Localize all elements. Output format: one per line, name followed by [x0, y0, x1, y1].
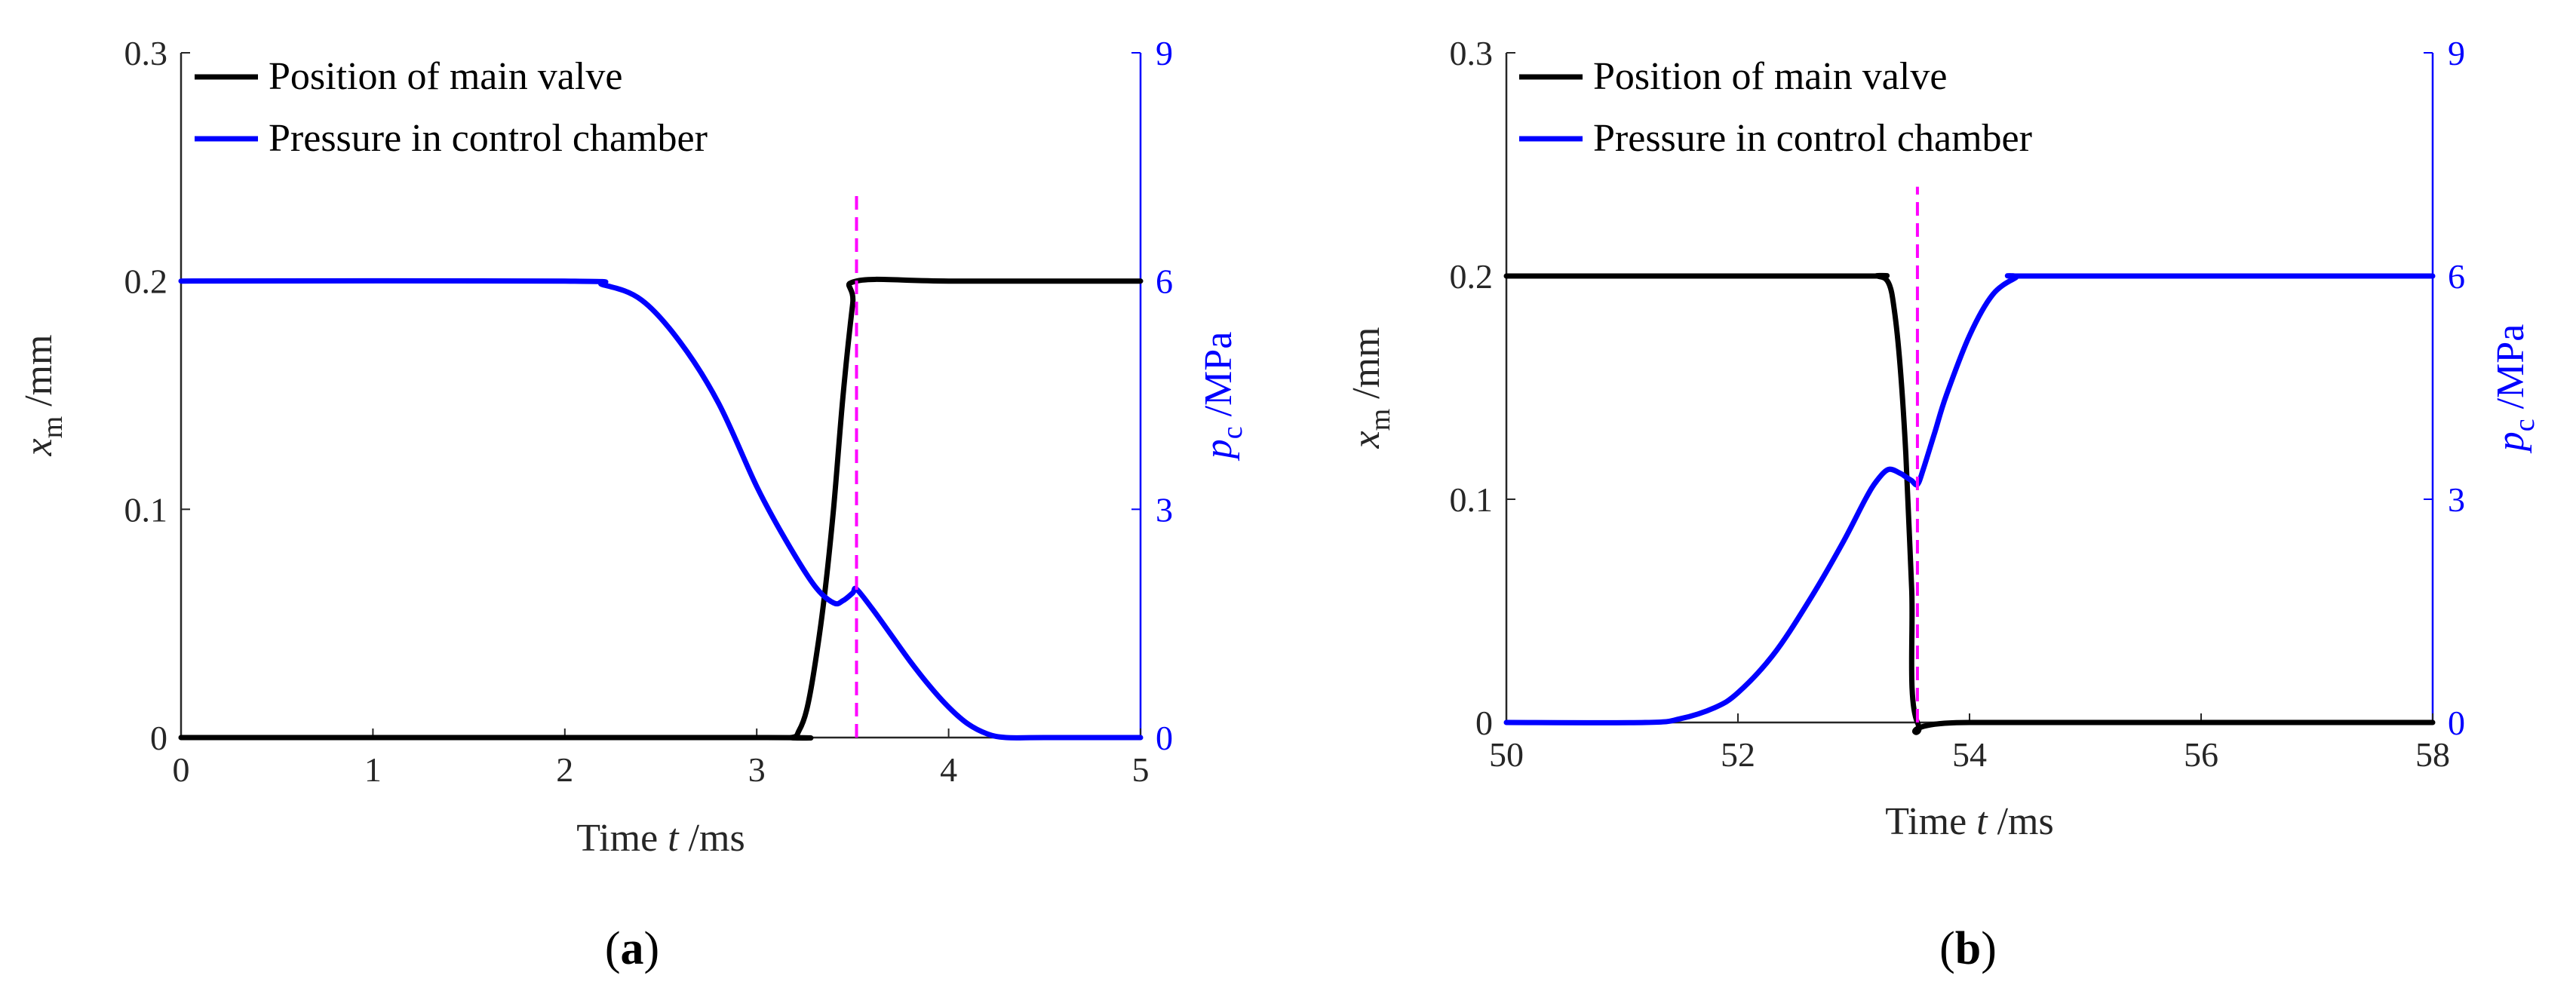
x-axis-title-word: Time	[576, 817, 668, 860]
panel-label: (a)	[605, 923, 659, 974]
right-y-tick-label: 0	[1156, 719, 1173, 757]
x-axis-title-unit: /ms	[679, 817, 745, 860]
axis-title-variable: p	[2489, 431, 2532, 454]
legend-label: Position of main valve	[1593, 55, 1947, 98]
y-tick-label: 0	[1475, 704, 1493, 742]
right-y-axis-title: pc /MPa	[1197, 332, 1248, 462]
right-y-axis-title-unit: /MPa	[2489, 324, 2532, 419]
right-y-tick-label: 6	[1156, 262, 1173, 301]
legend-label: Pressure in control chamber	[1593, 117, 2032, 160]
y-tick-label: 0.1	[1450, 480, 1494, 519]
axis-title-variable: p	[1197, 439, 1240, 462]
axis-title-subscript: m	[37, 416, 69, 439]
y-tick-label: 0.2	[124, 262, 168, 301]
y-axis-title-unit: /mm	[1345, 327, 1388, 409]
x-tick-label: 2	[556, 750, 573, 789]
y-axis-title-unit: /mm	[17, 335, 60, 416]
right-y-tick-label: 0	[2448, 704, 2465, 742]
series-line-valve-position	[178, 276, 1144, 741]
x-tick-label: 4	[940, 750, 957, 789]
y-tick-label: 0.1	[124, 490, 168, 529]
series-line-chamber-pressure	[1503, 273, 2436, 725]
panel-label-letter: a	[621, 923, 644, 974]
panel-label-paren: (	[605, 923, 621, 974]
legend-label: Pressure in control chamber	[269, 117, 708, 160]
series-line-valve-position	[1503, 272, 2436, 735]
axis-title-subscript: m	[1365, 409, 1396, 431]
x-tick-label: 1	[364, 750, 382, 789]
x-axis-title: Time t /ms	[1885, 800, 2054, 843]
axis-title-variable: x	[17, 438, 60, 456]
panel-label-paren: )	[1981, 923, 1997, 974]
right-y-tick-label: 6	[2448, 257, 2465, 296]
y-tick-label: 0	[150, 719, 167, 757]
x-tick-label: 50	[1489, 735, 1524, 774]
panel-label-paren: )	[644, 923, 660, 974]
legend-label: Position of main valve	[269, 55, 622, 98]
axis-title-subscript: c	[1217, 426, 1248, 439]
panel-label-letter: b	[1955, 923, 1981, 974]
x-axis-title-word: Time	[1885, 800, 1976, 843]
x-tick-label: 58	[2415, 735, 2450, 774]
right-y-tick-label: 3	[2448, 480, 2465, 519]
y-axis-title: xm /mm	[1345, 327, 1396, 449]
panel-label: (b)	[1939, 923, 1997, 974]
y-tick-label: 0.2	[1450, 257, 1494, 296]
x-tick-label: 52	[1721, 735, 1755, 774]
y-tick-label: 0.3	[124, 34, 168, 72]
axis-title-variable: x	[1345, 431, 1388, 449]
right-y-tick-label: 9	[2448, 34, 2465, 72]
y-tick-label: 0.3	[1450, 34, 1494, 72]
x-axis-title-variable: t	[1976, 800, 1988, 843]
x-tick-label: 3	[748, 750, 766, 789]
x-tick-label: 5	[1132, 750, 1150, 789]
x-axis-title: Time t /ms	[576, 817, 745, 860]
x-axis-title-variable: t	[668, 817, 680, 860]
series-line-chamber-pressure	[178, 278, 1144, 741]
y-axis-title: xm /mm	[17, 335, 69, 457]
x-tick-label: 56	[2184, 735, 2218, 774]
x-axis-title-unit: /ms	[1988, 800, 2054, 843]
right-y-axis-title: pc /MPa	[2489, 324, 2541, 455]
panel-label-paren: (	[1939, 923, 1955, 974]
right-y-tick-label: 9	[1156, 34, 1173, 72]
right-y-tick-label: 3	[1156, 490, 1173, 529]
axis-title-subscript: c	[2509, 419, 2541, 431]
right-y-axis-title-unit: /MPa	[1197, 332, 1240, 427]
x-tick-label: 0	[173, 750, 190, 789]
x-tick-label: 54	[1952, 735, 1987, 774]
